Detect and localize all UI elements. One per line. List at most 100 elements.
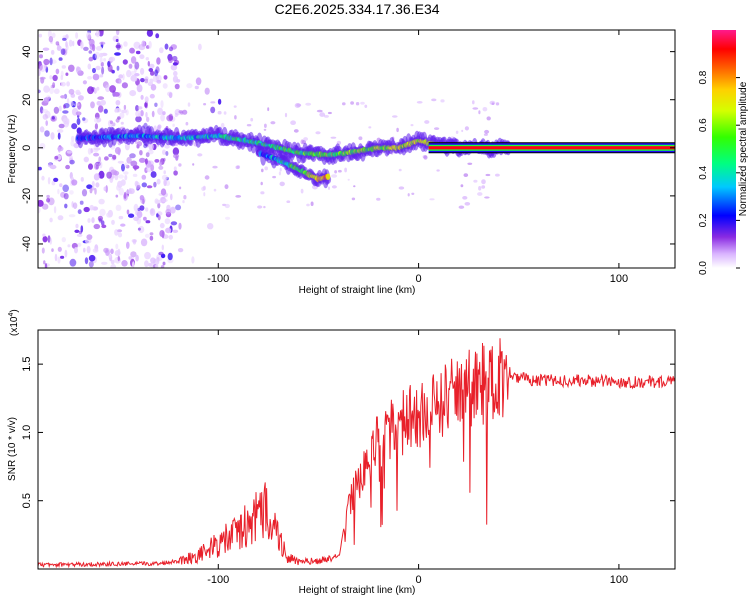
y-tick-label: 1.5 <box>21 356 33 371</box>
noise-speck <box>472 100 475 105</box>
spectrogram-frame <box>37 29 676 269</box>
noise-speck <box>478 110 481 115</box>
noise-speck <box>261 168 264 173</box>
noise-speck <box>486 116 491 121</box>
noise-speck <box>115 100 121 106</box>
noise-speck <box>80 41 84 49</box>
noise-speck <box>110 259 115 265</box>
noise-speck <box>129 47 135 54</box>
noise-speck <box>423 155 428 160</box>
noise-speck <box>148 143 154 151</box>
noise-speck <box>194 85 199 90</box>
noise-speck <box>330 136 337 139</box>
noise-speck <box>43 260 46 265</box>
noise-speck <box>260 181 263 186</box>
noise-speck <box>149 93 155 99</box>
noise-speck <box>117 232 123 238</box>
noise-speck <box>117 255 121 262</box>
noise-speck <box>163 157 166 162</box>
noise-speck <box>315 131 321 135</box>
noise-speck <box>133 216 140 222</box>
noise-speck <box>123 191 127 200</box>
noise-speck <box>150 257 156 264</box>
noise-speck <box>331 174 338 178</box>
noise-speck <box>463 173 469 178</box>
y-tick-label: 40 <box>21 46 33 58</box>
noise-speck <box>125 164 130 169</box>
noise-speck <box>62 37 67 41</box>
noise-speck <box>42 203 49 210</box>
noise-speck <box>121 82 128 89</box>
noise-speck <box>484 129 490 134</box>
noise-speck <box>177 248 184 253</box>
noise-speck <box>124 174 128 181</box>
noise-speck <box>111 219 115 225</box>
noise-speck <box>467 162 473 165</box>
noise-speck <box>149 208 156 216</box>
noise-speck <box>132 261 135 268</box>
noise-speck <box>455 130 459 134</box>
colorbar-tick-label: 0.4 <box>698 165 709 179</box>
noise-speck <box>76 117 81 126</box>
noise-speck <box>159 222 165 229</box>
spectrogram-ylabel: Frequency (Hz) <box>7 115 18 184</box>
noise-speck <box>136 84 143 93</box>
noise-speck <box>122 59 128 65</box>
noise-speck <box>50 49 55 55</box>
noise-speck <box>210 106 216 114</box>
noise-speck <box>99 161 103 169</box>
noise-speck <box>51 181 56 186</box>
noise-speck <box>157 202 161 209</box>
noise-speck <box>168 92 173 99</box>
noise-speck <box>116 184 121 191</box>
noise-speck <box>123 171 129 175</box>
noise-speck <box>48 36 54 43</box>
noise-speck <box>110 169 118 176</box>
noise-speck <box>114 229 119 236</box>
noise-speck <box>204 175 210 180</box>
noise-speck <box>44 130 50 137</box>
noise-speck <box>70 135 75 142</box>
noise-speck <box>92 248 99 253</box>
snr-series-line <box>38 338 675 569</box>
noise-speck <box>47 235 51 243</box>
noise-speck <box>172 123 175 128</box>
noise-speck <box>217 110 222 115</box>
noise-speck <box>138 44 146 51</box>
noise-speck <box>472 107 479 110</box>
noise-speck <box>434 127 440 130</box>
noise-speck <box>53 177 59 182</box>
noise-speck <box>46 197 51 203</box>
noise-speck <box>93 117 101 124</box>
snr-multiplier-close: ) <box>9 309 20 312</box>
noise-speck <box>396 127 399 133</box>
noise-speck <box>105 185 108 193</box>
noise-speck <box>156 57 161 65</box>
noise-speck <box>115 243 119 250</box>
noise-speck <box>57 146 64 152</box>
noise-speck <box>95 46 103 51</box>
noise-speck <box>41 247 45 254</box>
noise-speck <box>88 254 96 262</box>
noise-speck <box>183 195 187 200</box>
noise-speck <box>263 205 266 209</box>
x-tick-label: 0 <box>416 273 422 285</box>
noise-speck <box>148 63 155 69</box>
noise-speck <box>139 150 143 156</box>
noise-speck <box>69 159 75 165</box>
snr-ticks: -100 0 100 0.5 1.0 1.5 <box>21 330 675 586</box>
noise-speck <box>38 166 42 171</box>
noise-speck <box>392 115 398 118</box>
noise-speck <box>436 169 440 172</box>
noise-speck <box>104 156 109 161</box>
noise-speck <box>178 222 182 230</box>
noise-speck <box>118 215 124 220</box>
noise-speck <box>87 86 94 95</box>
noise-speck <box>319 112 326 117</box>
noise-speck <box>51 116 55 120</box>
noise-speck <box>198 43 202 51</box>
noise-speck <box>63 193 69 200</box>
noise-speck <box>43 97 50 104</box>
noise-speck <box>93 147 101 151</box>
noise-speck <box>103 186 107 191</box>
